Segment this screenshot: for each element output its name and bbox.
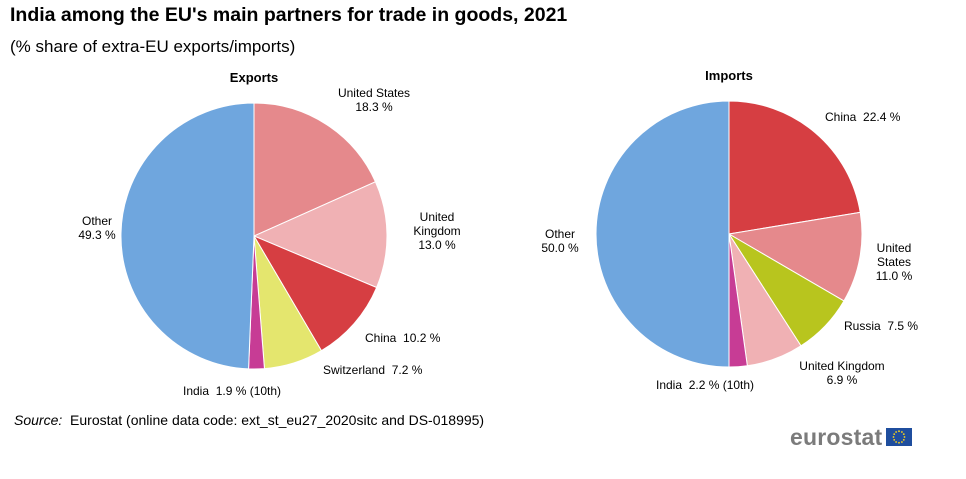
imports-pie-chart: Imports China 22.4 % United States 11.0 % Ru… bbox=[541, 68, 918, 392]
imports-label-other: Other 50.0 % bbox=[541, 227, 579, 255]
exports-slice-united-kingdom bbox=[252, 181, 388, 289]
exports-slice-china bbox=[252, 234, 378, 352]
exports-pie-title: Exports bbox=[230, 70, 278, 85]
imports-slice-china bbox=[728, 100, 861, 235]
logo-text: eurostat bbox=[790, 423, 883, 450]
imports-label-united-states: United States 11.0 % bbox=[876, 241, 913, 283]
exports-slice-united-states bbox=[253, 102, 377, 237]
exports-labels: United States 18.3 % United Kingdom 13.0 % Ch… bbox=[78, 86, 460, 398]
exports-label-other: Other 49.3 % bbox=[78, 214, 116, 242]
exports-slices bbox=[120, 102, 388, 370]
imports-label-china: China 22.4 % bbox=[825, 110, 901, 124]
chart-title: India among the EU's main partners for t… bbox=[10, 4, 568, 26]
source-label: Source: bbox=[14, 412, 63, 428]
imports-pie-title: Imports bbox=[705, 68, 753, 83]
source-note: Source: Eurostat (online data code: ext_… bbox=[14, 412, 484, 428]
exports-label-united-states: United States 18.3 % bbox=[338, 86, 410, 114]
imports-slice-other bbox=[595, 100, 730, 368]
source-text: Eurostat (online data code: ext_st_eu27_… bbox=[70, 412, 485, 428]
exports-pie-chart: Exports United States 18.3 % United Kingdom… bbox=[78, 70, 460, 398]
imports-label-russia: Russia 7.5 % bbox=[844, 319, 918, 333]
exports-slice-other bbox=[120, 102, 255, 370]
exports-label-switzerland: Switzerland 7.2 % bbox=[323, 363, 423, 377]
imports-slice-united-states bbox=[727, 211, 863, 302]
imports-label-united-kingdom: United Kingdom 6.9 % bbox=[799, 359, 884, 387]
imports-label-india: India 2.2 % (10th) bbox=[656, 378, 754, 392]
eu-flag-icon bbox=[886, 428, 913, 446]
exports-label-united-kingdom: United Kingdom 13.0 % bbox=[413, 210, 460, 252]
chart-subtitle: (% share of extra-EU exports/imports) bbox=[10, 37, 296, 56]
imports-slices bbox=[595, 100, 863, 368]
exports-label-china: China 10.2 % bbox=[365, 331, 441, 345]
eurostat-logo: eurostat bbox=[790, 423, 913, 450]
exports-label-india: India 1.9 % (10th) bbox=[183, 384, 281, 398]
imports-labels: China 22.4 % United States 11.0 % Russia 7.5… bbox=[541, 110, 918, 392]
